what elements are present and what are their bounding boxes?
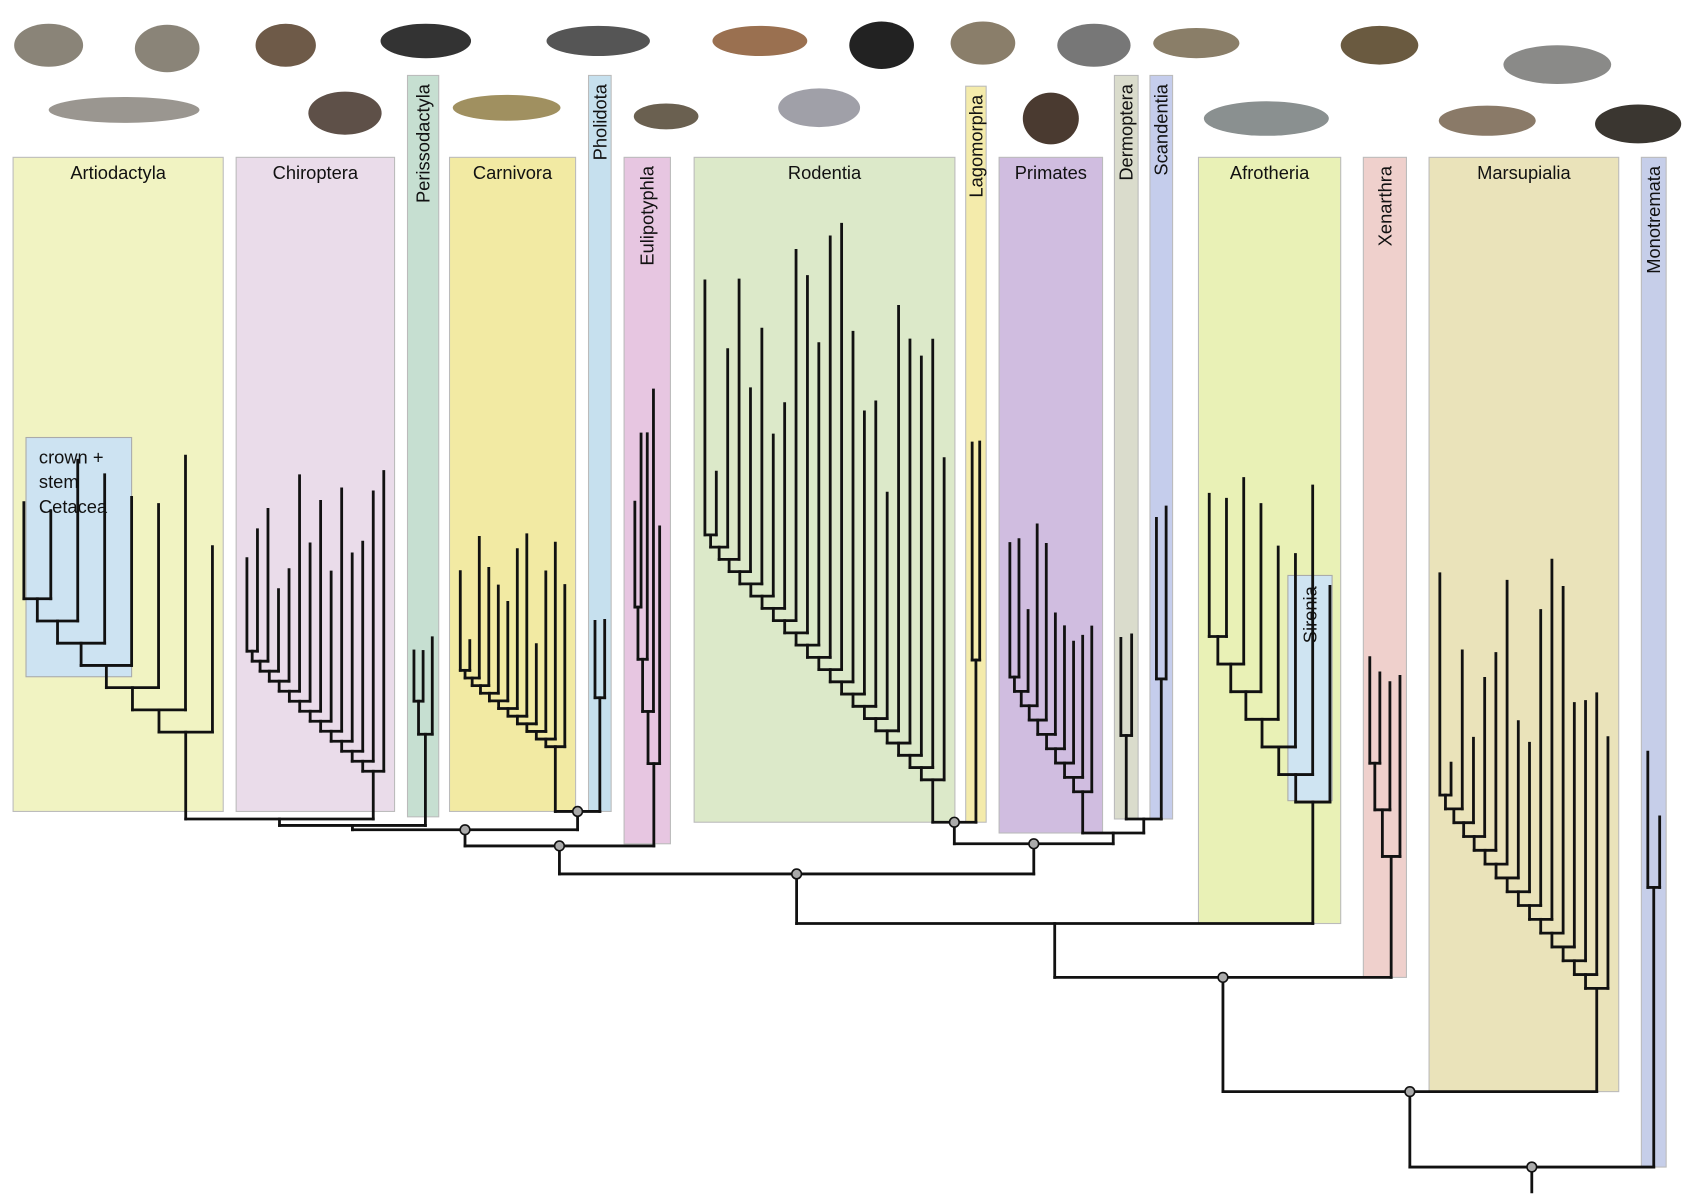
- inset-label: crown +: [39, 446, 104, 467]
- pangolin-icon: [546, 25, 650, 57]
- manatee-icon: [1203, 101, 1329, 136]
- clade-label: Scandentia: [1151, 83, 1172, 175]
- antelope-icon: [134, 24, 200, 73]
- node: [948, 816, 960, 828]
- inset-label: Sirenia: [1299, 585, 1320, 643]
- porcupine-icon: [849, 21, 914, 69]
- node: [1028, 838, 1040, 850]
- node: [1526, 1161, 1538, 1173]
- tapir-icon: [380, 23, 472, 59]
- civet-icon: [452, 94, 561, 121]
- colugo-icon: [1057, 23, 1131, 67]
- clade-label: Primates: [1015, 162, 1087, 183]
- clade-box: [1197, 156, 1342, 925]
- hedgehog-icon: [633, 103, 699, 130]
- clade-box: [1428, 156, 1620, 1093]
- sloth-icon: [1340, 25, 1419, 65]
- clade-label: Perissodactyla: [413, 83, 434, 203]
- clade-boxes: Artiodactyla Chiroptera Perissodactyla Carn…: [12, 74, 1667, 1168]
- node: [1217, 971, 1229, 984]
- clade-label: Eulipotyphla: [637, 165, 658, 266]
- bat-icon: [255, 23, 316, 67]
- node: [790, 868, 803, 880]
- node: [553, 840, 566, 852]
- clade-label: Lagomorpha: [965, 94, 986, 198]
- node: [459, 824, 471, 836]
- clade-box: [998, 156, 1104, 834]
- clade-label: Marsupialia: [1477, 162, 1571, 183]
- clade-label: Dermoptera: [1116, 83, 1137, 180]
- chinchilla-icon: [778, 88, 861, 128]
- clade-box: [235, 156, 396, 812]
- nodes: [459, 805, 1538, 1173]
- clade-box: [693, 156, 956, 823]
- node: [571, 805, 584, 818]
- branches: [22, 222, 1662, 1194]
- clade-label: Monotremata: [1643, 165, 1664, 274]
- chipmunk-icon: [712, 25, 808, 57]
- mandrill-icon: [1022, 92, 1079, 145]
- camel-icon: [14, 23, 84, 67]
- clade-label: Pholidota: [589, 83, 610, 160]
- treeshrew-icon: [1153, 28, 1240, 59]
- clade-label: Artiodactyla: [70, 162, 166, 183]
- bat-icon: [308, 91, 382, 135]
- animal-icons: [14, 21, 1682, 145]
- clade-label: Chiroptera: [273, 162, 359, 183]
- opossum-icon: [1438, 105, 1536, 136]
- bandicoot-icon: [1503, 45, 1612, 85]
- clade-label: Afrotheria: [1230, 162, 1310, 183]
- whale-icon: [48, 96, 200, 123]
- clade-label: Carnivora: [473, 162, 553, 183]
- echidna-icon: [1595, 104, 1682, 144]
- clade-box: [1113, 74, 1139, 820]
- rabbit-icon: [950, 21, 1016, 65]
- clade-label: Xenarthra: [1374, 165, 1395, 246]
- inset-label: stem: [39, 471, 79, 492]
- inset-label: Cetacea: [39, 496, 108, 517]
- clade-label: Rodentia: [788, 162, 862, 183]
- node: [1404, 1085, 1416, 1098]
